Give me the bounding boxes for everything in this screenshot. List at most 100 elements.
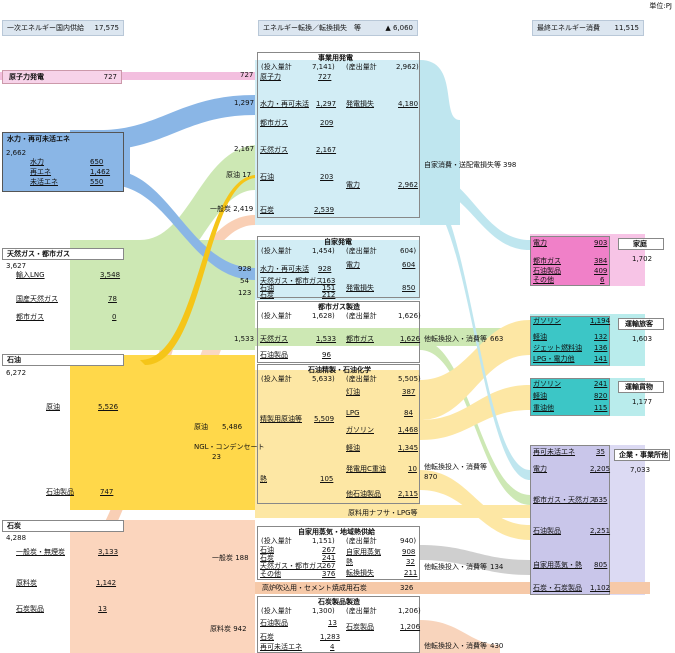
flow-gas — [70, 240, 255, 350]
unit-label: 単位:PJ — [649, 2, 672, 10]
citygas-out-value: 1,626) — [398, 312, 421, 320]
coal-label: 石炭 — [7, 522, 21, 530]
blast-label: 高炉吹込用・セメント焼成用石炭 — [262, 584, 367, 592]
coke-in-0-value: 13 — [328, 619, 337, 627]
household-item-1-value: 384 — [594, 257, 608, 265]
heat-out-label: (産出量計 — [346, 537, 377, 545]
refinery-out-value: 5,505) — [398, 375, 421, 383]
other2-value: 870 — [424, 473, 438, 481]
header-final: 最終エネルギー消費 11,515 — [532, 20, 644, 36]
freight-title-box: 運輸貨物 — [618, 381, 664, 393]
auto-in-2-value: 151 — [322, 284, 336, 292]
gas-item-0-label: 輸入LNG — [16, 271, 45, 279]
oil-item-0-label: 原油 — [46, 403, 60, 411]
passenger-title: 運輸旅客 — [625, 320, 653, 328]
utility-in-4-value: 203 — [320, 173, 334, 181]
heat-in-0-value: 267 — [322, 546, 336, 554]
utility-in-3-label: 天然ガス — [260, 146, 288, 154]
refinery-out-3-label: 軽油 — [346, 444, 360, 452]
refinery-box: 石油精製・石油化学 (投入量計 5,633) (産出量計 5,505) — [257, 364, 421, 504]
hydro-item-2-label: 未活エネ — [30, 178, 58, 186]
flow-label-crude: 原油 5,486 — [194, 423, 243, 431]
heat-out-2-label: 転換損失 — [346, 569, 374, 577]
refinery-out-0-value: 387 — [402, 388, 416, 396]
business-item-4-label: 自家用蒸気・熱 — [533, 561, 582, 569]
coal-item-2-value: 13 — [98, 605, 107, 613]
passenger-item-3-value: 141 — [594, 355, 608, 363]
oil-total: 6,272 — [6, 369, 27, 377]
hydro-item-0-label: 水力 — [30, 158, 44, 166]
auto-in-3-value: 212 — [322, 291, 336, 299]
auto-out-0-label: 電力 — [346, 261, 360, 269]
flow-coal-main — [70, 520, 255, 653]
utility-out-1-label: 電力 — [346, 181, 360, 189]
passenger-item-1-label: 軽油 — [533, 333, 547, 341]
heat-in-1-value: 241 — [322, 554, 336, 562]
self-loss-label: 自家消費・送配電損失等 — [424, 161, 501, 169]
heat-in-3-value: 376 — [322, 570, 336, 578]
other1-label: 他転換投入・消費等 — [424, 335, 487, 343]
freight-title: 運輸貨物 — [625, 383, 653, 391]
flow-oil-refinery — [255, 370, 420, 510]
auto-in-value: 1,454) — [312, 247, 335, 255]
self-loss-value: 398 — [503, 161, 517, 169]
refinery-in-1-label: 熱 — [260, 475, 267, 483]
refinery-in-0-label: 精製用原油等 — [260, 415, 302, 423]
business-item-2-value: 635 — [594, 496, 608, 504]
auto-in-2-label: 石油 — [260, 284, 274, 292]
coke-in-2-label: 再可未活エネ — [260, 643, 302, 651]
citygas-in-0-value: 1,533 — [316, 335, 337, 343]
utility-in-5-label: 石炭 — [260, 206, 274, 214]
flow-label-coking942: 原料炭 942 — [210, 625, 247, 633]
flow-hydro-auto — [110, 170, 255, 280]
oil-item-1-value: 747 — [100, 488, 114, 496]
auto-out-value: 604) — [400, 247, 417, 255]
auto-box: 自家発電 (投入量計 1,454) (産出量計 604) — [257, 236, 420, 298]
refinery-out-3-value: 1,345 — [398, 444, 419, 452]
coke-in-1-label: 石炭 — [260, 633, 274, 641]
nuclear-value: 727 — [103, 73, 117, 81]
refinery-out-2-value: 1,468 — [398, 426, 419, 434]
flow-label-ngl-value: 23 — [212, 453, 221, 461]
utility-in-1-label: 水力・再可未活 — [260, 100, 309, 108]
flow-label-1297: 1,297 — [234, 99, 255, 107]
household-item-3-value: 6 — [600, 276, 605, 284]
flow-elec-business — [420, 180, 530, 480]
citygas-in-1-value: 96 — [322, 351, 331, 359]
other3-value: 134 — [490, 563, 504, 571]
flow-label-54: 54 — [240, 277, 249, 285]
utility-in-value: 7,141) — [312, 63, 335, 71]
hydro-label: 水力・再可未活エネ — [7, 135, 70, 143]
household-item-0-value: 903 — [594, 239, 608, 247]
heat-out-0-value: 908 — [402, 548, 416, 556]
coal-item-1-value: 1,142 — [96, 579, 117, 587]
utility-in-0-label: 原子力 — [260, 73, 281, 81]
coke-out-0-value: 1,206 — [400, 623, 421, 631]
coal-item-2-label: 石炭製品 — [16, 605, 44, 613]
passenger-item-1-value: 132 — [594, 333, 608, 341]
heat-out-2-value: 211 — [404, 569, 418, 577]
business-title-box: 企業・事業所他 — [614, 449, 670, 461]
business-item-5-label: 石炭・石炭製品 — [533, 584, 582, 592]
coke-out-label: (産出量計 — [346, 607, 377, 615]
flow-label-oil17: 原油 17 — [226, 171, 252, 179]
business-item-5-value: 1,102 — [590, 584, 611, 592]
header-conversion-label: エネルギー転換／転換損失 等 — [263, 24, 361, 32]
blast-value: 326 — [400, 584, 414, 592]
household-total: 1,702 — [632, 255, 653, 263]
heat-out-1-value: 32 — [406, 558, 415, 566]
passenger-item-2-value: 136 — [594, 344, 608, 352]
flow-gas-citygas — [255, 328, 530, 346]
utility-in-2-value: 209 — [320, 119, 334, 127]
freight-item-1-value: 820 — [594, 392, 608, 400]
business-title: 企業・事業所他 — [619, 451, 668, 459]
utility-in-label: (投入量計 — [261, 63, 292, 71]
refinery-in-value: 5,633) — [312, 375, 335, 383]
business-item-0-label: 再可未活エネ — [533, 448, 575, 456]
refinery-out-1-label: LPG — [346, 409, 360, 417]
flow-label-1533: 1,533 — [234, 335, 255, 343]
utility-in-1-value: 1,297 — [316, 100, 337, 108]
refinery-out-2-label: ガソリン — [346, 426, 374, 434]
hydro-item-1-value: 1,462 — [90, 168, 111, 176]
heat-out-1-label: 熱 — [346, 558, 353, 566]
